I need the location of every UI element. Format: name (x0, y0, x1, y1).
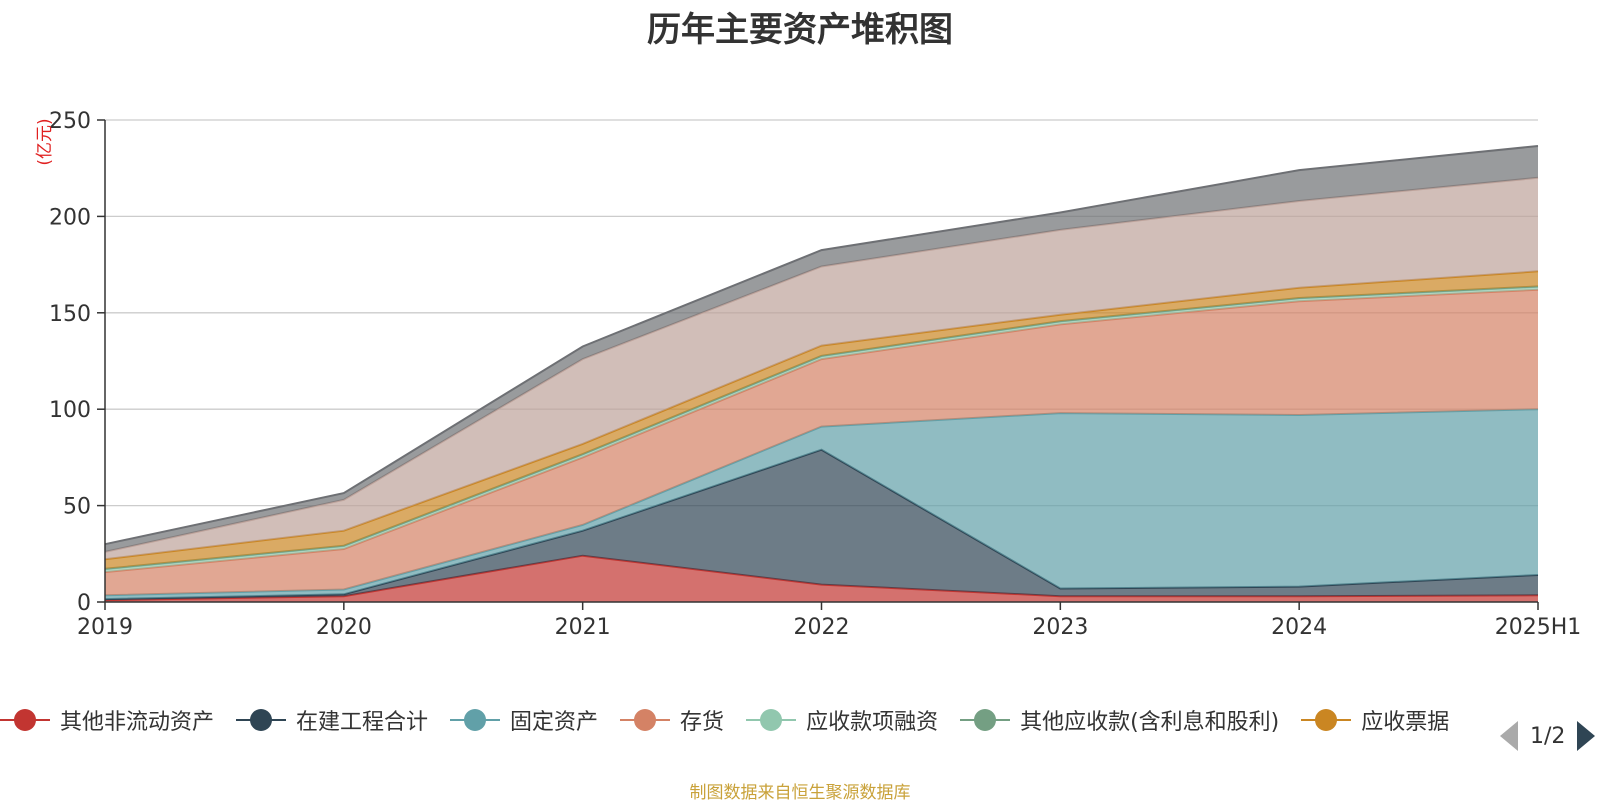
x-tick-label: 2024 (1271, 615, 1327, 640)
legend-pager: 1/2 (1500, 718, 1596, 754)
chart-title: 历年主要资产堆积图 (647, 10, 953, 50)
y-tick-label: 50 (63, 495, 91, 520)
legend-item[interactable]: 应收票据 (1301, 704, 1449, 736)
legend-item[interactable]: 在建工程合计 (236, 704, 428, 736)
series-area (105, 289, 1538, 596)
legend-symbol (450, 705, 501, 735)
legend: 其他非流动资产 在建工程合计 固定资产 存货 应收款项融资 其他应收款(含利息和股利) 应收… (0, 700, 1482, 740)
triangle-left-icon[interactable] (1500, 721, 1518, 751)
series-area (105, 146, 1538, 552)
x-tick-label: 2025H1 (1495, 615, 1582, 640)
y-tick-label: 200 (49, 205, 91, 230)
legend-symbol (236, 705, 287, 735)
legend-row: 其他非流动资产 在建工程合计 固定资产 存货 应收款项融资 其他应收款(含利息和股利) 应收… (0, 700, 1471, 740)
y-tick-label: 0 (77, 591, 91, 616)
legend-symbol (620, 705, 671, 735)
legend-item[interactable]: 其他非流动资产 (0, 704, 214, 736)
x-tick-label: 2022 (794, 615, 850, 640)
legend-label: 存货 (680, 710, 725, 735)
triangle-right-icon[interactable] (1577, 721, 1596, 751)
series-area (105, 409, 1538, 600)
legend-item[interactable]: 其他应收款(含利息和股利) (960, 704, 1279, 736)
legend-label: 应收票据 (1361, 710, 1450, 735)
legend-label: 固定资产 (510, 710, 599, 735)
legend-symbol (960, 705, 1011, 735)
source-note: 制图数据来自恒生聚源数据库 (689, 783, 911, 803)
series-area (105, 271, 1538, 569)
legend-label: 在建工程合计 (296, 710, 429, 735)
y-tick-label: 150 (49, 302, 91, 327)
x-tick-label: 2021 (555, 615, 611, 640)
series-line (104, 145, 1539, 546)
legend-label: 其他应收款(含利息和股利) (1020, 710, 1280, 735)
series-area (105, 177, 1538, 560)
x-tick-label: 2023 (1032, 615, 1088, 640)
legend-item[interactable]: 应收款项融资 (746, 704, 938, 736)
axes: 0 50 100 150 200 250 2019 2020 2021 2022 2023 2024 2… (49, 109, 1581, 640)
y-tick-label: 250 (49, 109, 91, 134)
y-axis-unit-label: (亿元) (35, 118, 55, 165)
series-area (105, 555, 1538, 602)
legend-symbol (746, 705, 797, 735)
legend-item[interactable]: 存货 (620, 704, 724, 736)
stacked-areas (104, 145, 1539, 602)
legend-page-indicator: 1/2 (1530, 723, 1566, 749)
x-tick-label: 2019 (77, 615, 133, 640)
legend-symbol (0, 705, 50, 735)
y-tick-label: 100 (49, 398, 91, 423)
legend-symbol (1301, 705, 1352, 735)
legend-label: 应收款项融资 (806, 710, 939, 735)
legend-item[interactable]: 固定资产 (450, 704, 598, 736)
x-tick-label: 2020 (316, 615, 372, 640)
legend-label: 其他非流动资产 (60, 710, 215, 735)
